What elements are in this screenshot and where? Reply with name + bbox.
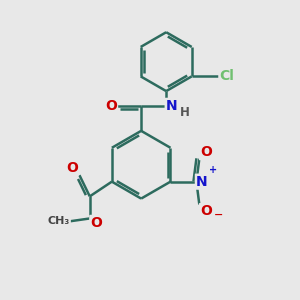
Text: −: − bbox=[214, 210, 223, 220]
Text: N: N bbox=[166, 99, 177, 113]
Text: CH₃: CH₃ bbox=[48, 216, 70, 226]
Text: H: H bbox=[179, 106, 189, 119]
Text: O: O bbox=[90, 216, 102, 230]
Text: Cl: Cl bbox=[220, 69, 235, 83]
Text: O: O bbox=[200, 145, 212, 159]
Text: +: + bbox=[209, 165, 217, 176]
Text: O: O bbox=[200, 204, 212, 218]
Text: O: O bbox=[66, 161, 78, 175]
Text: N: N bbox=[196, 175, 208, 189]
Text: O: O bbox=[105, 99, 117, 113]
